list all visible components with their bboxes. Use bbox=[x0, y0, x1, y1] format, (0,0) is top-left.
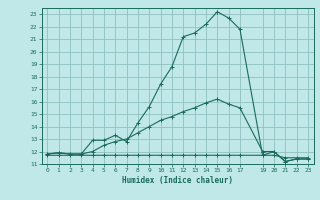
X-axis label: Humidex (Indice chaleur): Humidex (Indice chaleur) bbox=[122, 176, 233, 185]
